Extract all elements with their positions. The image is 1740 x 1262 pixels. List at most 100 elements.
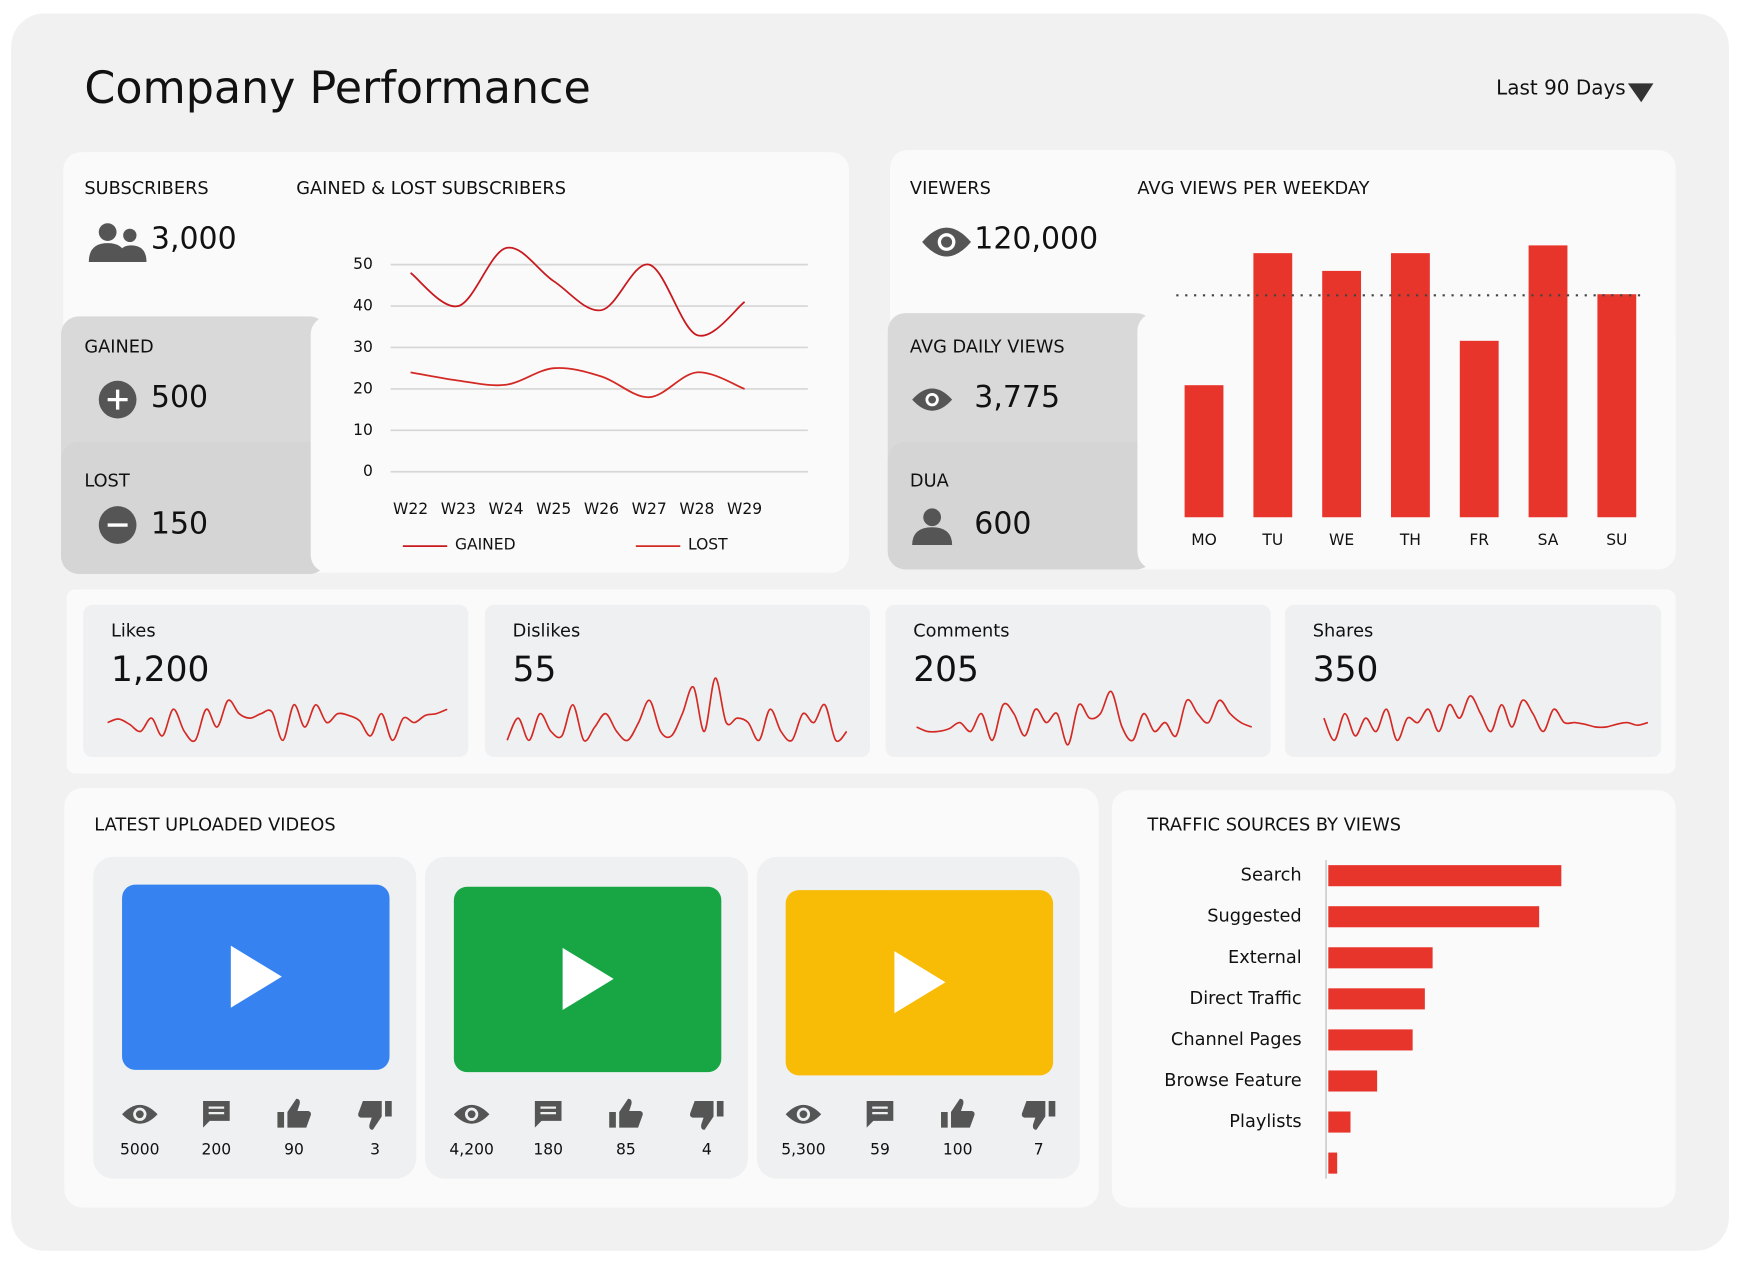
kpi-value: 120,000 <box>974 221 1098 256</box>
sparkline <box>916 690 1253 746</box>
section-title: LATEST UPLOADED VIDEOS <box>94 816 335 836</box>
range-label[interactable]: Last 90 Days <box>1496 75 1626 99</box>
video-stat: 180 <box>533 1140 563 1158</box>
chart-title: AVG VIEWS PER WEEKDAY <box>1137 179 1369 199</box>
range-dropdown[interactable]: Last 90 Days <box>1496 75 1654 103</box>
eye-pupil <box>135 1110 144 1119</box>
category-label: External <box>1228 948 1302 968</box>
page-title: Company Performance <box>84 63 590 114</box>
kpi-label: SUBSCRIBERS <box>84 179 208 199</box>
like-icon <box>277 1098 311 1128</box>
play-icon[interactable] <box>230 945 282 1008</box>
category-label: Search <box>1241 866 1302 886</box>
video-stat: 90 <box>284 1140 304 1158</box>
kpi-value: 3,000 <box>151 221 237 256</box>
bar <box>1184 385 1224 518</box>
play-icon[interactable] <box>894 951 946 1014</box>
kpi-value: 600 <box>974 507 1031 542</box>
bar <box>1528 245 1568 518</box>
dua-card <box>887 441 1155 570</box>
play-icon[interactable] <box>562 947 614 1010</box>
plus-icon <box>98 380 137 419</box>
y-tick-label: 10 <box>353 421 373 439</box>
chart-area <box>310 316 849 573</box>
kpi-value: 150 <box>151 507 208 542</box>
sparkline <box>506 677 848 743</box>
kpi-label: GAINED <box>84 337 153 357</box>
chart-title: GAINED & LOST SUBSCRIBERS <box>296 179 566 199</box>
person-icon <box>912 508 953 545</box>
x-tick-label: TU <box>1261 531 1283 549</box>
x-tick-label: FR <box>1469 531 1489 549</box>
videos: 5000 200 90 3 4,200 180 85 4 5,300 59 100 7 <box>93 856 1080 1179</box>
comment-lines <box>872 1106 888 1115</box>
sparkline <box>1323 695 1649 742</box>
x-tick-label: W26 <box>584 500 619 518</box>
kpi-label: DUA <box>910 472 949 492</box>
x-tick-label: W27 <box>632 500 667 518</box>
line-series <box>410 367 745 399</box>
dislike-icon <box>689 1100 724 1130</box>
dislike-icon <box>358 1100 392 1130</box>
y-tick-label: 30 <box>353 338 373 356</box>
video-stat: 85 <box>616 1140 636 1158</box>
bar <box>1328 988 1425 1010</box>
metric-label: Dislikes <box>513 622 581 642</box>
bar <box>1391 253 1430 518</box>
metric-card <box>484 604 870 757</box>
kpi-label: AVG DAILY VIEWS <box>910 337 1065 357</box>
category-label: Browse Feature <box>1164 1071 1301 1091</box>
bar <box>1253 253 1293 518</box>
bar <box>1328 1070 1378 1092</box>
dropdown-arrow[interactable] <box>1627 83 1654 103</box>
x-tick-label: WE <box>1329 531 1354 549</box>
bar <box>1322 270 1362 518</box>
x-tick-label: MO <box>1191 531 1217 549</box>
metric-card <box>885 604 1271 757</box>
metric-card <box>1285 604 1662 757</box>
eye-pupil <box>467 1110 476 1119</box>
metric-label: Comments <box>913 622 1009 642</box>
category-label: Channel Pages <box>1171 1030 1302 1050</box>
video-stat: 4 <box>702 1140 712 1158</box>
y-tick-label: 0 <box>363 462 373 480</box>
x-tick-label: W28 <box>679 500 714 518</box>
video-stat: 7 <box>1034 1140 1044 1158</box>
bar <box>1459 340 1499 518</box>
x-tick-label: SA <box>1538 531 1559 549</box>
dislike-icon <box>1021 1100 1056 1130</box>
kpi-value: 3,775 <box>974 380 1060 415</box>
x-tick-label: W23 <box>441 500 476 518</box>
y-tick-label: 50 <box>353 255 373 273</box>
video-stat: 59 <box>870 1140 890 1158</box>
minus-icon <box>98 506 137 544</box>
like-icon <box>941 1098 975 1128</box>
sparkline <box>107 699 448 743</box>
video-stat: 200 <box>202 1140 232 1158</box>
kpi-label: LOST <box>84 472 129 492</box>
x-tick-label: W24 <box>488 500 523 518</box>
y-tick-label: 20 <box>353 379 373 397</box>
metric-value: 205 <box>913 650 979 690</box>
legend-label: GAINED <box>455 535 516 553</box>
eye-icon <box>912 388 953 411</box>
video-stat: 100 <box>943 1140 973 1158</box>
metric-value: 350 <box>1313 650 1379 690</box>
video-stat: 5000 <box>120 1140 160 1158</box>
metric-value: 1,200 <box>111 650 209 690</box>
y-tick-label: 40 <box>353 297 373 315</box>
x-tick-label: W25 <box>536 500 571 518</box>
x-tick-label: W22 <box>393 500 428 518</box>
engagement: Likes 1,200 Dislikes 55 Comments 205 Shares 350 <box>83 604 1662 757</box>
bar <box>1328 1029 1413 1051</box>
eye-pupil <box>799 1110 808 1119</box>
bar <box>1328 1111 1351 1133</box>
bar <box>1328 947 1433 969</box>
bar <box>1328 865 1562 887</box>
metric-value: 55 <box>513 650 557 690</box>
x-tick-label: TH <box>1399 531 1421 549</box>
x-tick-label: SU <box>1606 531 1627 549</box>
line-series <box>410 246 746 337</box>
metric-label: Shares <box>1313 622 1373 642</box>
